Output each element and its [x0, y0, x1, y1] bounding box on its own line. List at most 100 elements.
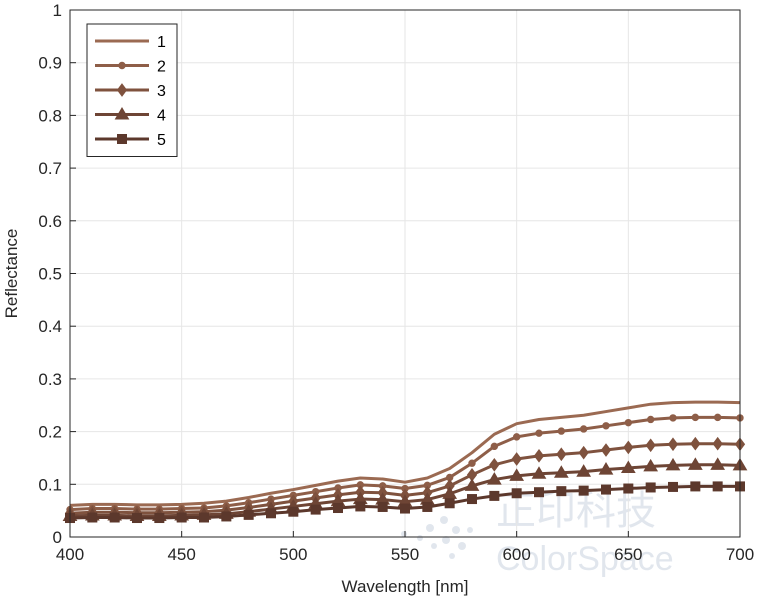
series-4-point [509, 468, 525, 481]
series-4-point [553, 465, 569, 478]
legend-label: 2 [157, 59, 166, 76]
legend-marker [114, 107, 130, 120]
series-5-point [377, 501, 388, 512]
watermark: 正印科技 ColorSpace [401, 488, 674, 578]
legend-label: 1 [157, 34, 166, 51]
series-2-point [490, 442, 499, 451]
series-3-point [690, 436, 701, 451]
series-4-point [464, 478, 480, 491]
series-2-point [691, 413, 700, 422]
series-5-point [109, 512, 120, 523]
series-5-point [422, 501, 433, 512]
series-5-point [601, 484, 611, 495]
legend-marker [116, 83, 128, 97]
series-4-point [687, 457, 703, 470]
series-4-point [576, 464, 592, 477]
series-5-point [511, 488, 522, 499]
series-3-point [645, 438, 656, 453]
x-tick-label: 450 [167, 545, 195, 564]
y-tick-label: 0.3 [38, 370, 62, 389]
y-tick-label: 0.9 [38, 54, 62, 73]
series-3-point [600, 443, 612, 457]
legend: 1 2 3 4 5 [86, 23, 178, 157]
series-1 [69, 400, 741, 507]
series-3-point [712, 436, 723, 451]
y-axis-label: Reflectance [2, 229, 21, 319]
y-tick-label: 0.1 [38, 475, 62, 494]
series-3-point [623, 440, 634, 455]
x-tick-label: 400 [56, 545, 84, 564]
series-5-point [712, 481, 723, 492]
x-tick-label: 500 [279, 545, 307, 564]
y-tick-label: 0.2 [38, 423, 62, 442]
legend-marker [117, 134, 127, 144]
series-5-point [87, 512, 98, 523]
legend-label: 4 [157, 108, 166, 125]
series-5-point [400, 503, 410, 514]
series-4-point [531, 466, 547, 479]
y-tick-label: 1 [53, 1, 62, 20]
legend-item-4: 4 [95, 107, 166, 125]
series-layer [62, 400, 748, 524]
legend-item-3: 3 [95, 83, 166, 100]
x-tick-label: 600 [502, 545, 530, 564]
series-5-point [176, 512, 187, 523]
series-3-point [667, 437, 679, 452]
series-4-point [665, 457, 681, 471]
legend-label: 3 [157, 83, 166, 100]
series-line-1 [69, 400, 741, 507]
series-5-point [288, 506, 299, 517]
legend-item-1: 1 [95, 34, 166, 51]
series-4-point [643, 458, 659, 472]
series-2-point [579, 425, 588, 433]
legend-item-5: 5 [95, 132, 166, 149]
series-3-point [511, 452, 522, 466]
series-5-point [556, 486, 567, 497]
series-5-point [243, 509, 254, 520]
x-tick-label: 650 [614, 545, 642, 564]
x-axis-label: Wavelength [nm] [342, 577, 469, 596]
y-axis-ticks: 0 0.1 0.2 0.3 0.4 0.5 0.6 0.7 0.8 0.9 1 [38, 1, 76, 547]
series-4-point [620, 460, 636, 474]
series-5-point [154, 513, 165, 524]
series-5-point [467, 494, 477, 505]
series-5-point [199, 512, 209, 523]
legend-item-2: 2 [95, 59, 166, 76]
series-4-point [710, 457, 726, 470]
series-5-point [266, 508, 276, 519]
series-2-point [624, 418, 633, 427]
y-tick-label: 0.6 [38, 212, 62, 231]
series-5-point [645, 482, 656, 493]
series-2-point [713, 413, 722, 422]
y-tick-label: 0.5 [38, 265, 62, 284]
series-5-point [690, 481, 701, 492]
y-tick-label: 0 [53, 528, 62, 547]
x-tick-label: 550 [391, 545, 419, 564]
series-3-point [556, 447, 567, 462]
series-5 [65, 481, 745, 524]
watermark-text-cn: 正印科技 [496, 488, 656, 534]
series-2-point [468, 459, 476, 467]
y-tick-label: 0.4 [38, 317, 62, 336]
series-4-point [486, 472, 502, 485]
series-5-point [333, 503, 343, 514]
legend-marker [118, 61, 126, 70]
series-5-point [132, 513, 142, 524]
watermark-text-en: ColorSpace [496, 540, 674, 578]
series-5-point [668, 481, 678, 492]
series-2-point [669, 414, 677, 422]
x-tick-label: 700 [726, 545, 754, 564]
series-5-point [310, 504, 321, 515]
series-2-point [646, 415, 655, 424]
watermark-logo-icon [401, 516, 473, 559]
series-2-point [602, 422, 610, 430]
series-5-point [489, 490, 500, 501]
series-5-point [221, 511, 232, 522]
series-3-point [489, 457, 500, 472]
y-tick-label: 0.8 [38, 106, 62, 125]
series-5-point [534, 487, 544, 498]
series-2-point [557, 427, 566, 435]
series-3-point [533, 449, 545, 463]
x-axis-ticks: 400 450 500 550 600 650 700 [56, 531, 754, 564]
series-3-point [578, 445, 589, 460]
